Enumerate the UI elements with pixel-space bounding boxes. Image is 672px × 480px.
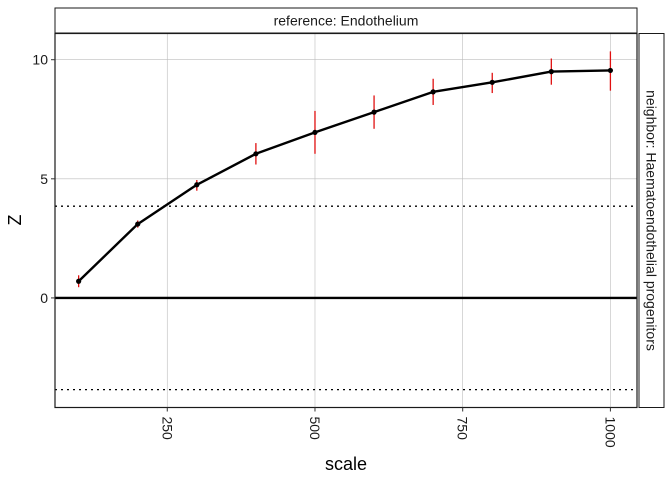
data-point xyxy=(607,67,614,74)
x-tick-label: 1000 xyxy=(602,417,618,448)
data-point xyxy=(371,109,377,115)
facet-strip-top-label: reference: Endothelium xyxy=(274,13,419,29)
data-point xyxy=(430,89,436,95)
y-axis-title: Z xyxy=(5,215,25,226)
data-point xyxy=(135,221,141,227)
y-tick-label: 10 xyxy=(32,52,48,68)
series xyxy=(76,51,614,288)
x-tick-label: 750 xyxy=(455,417,471,441)
data-point xyxy=(312,129,318,135)
series-line xyxy=(77,69,611,283)
facet-strip-top: reference: Endothelium xyxy=(54,7,638,34)
reference-lines xyxy=(55,205,637,391)
facet-strip-right-box xyxy=(638,33,665,408)
x-tick-label: 250 xyxy=(159,417,175,441)
y-tick-label: 5 xyxy=(40,171,48,187)
data-point xyxy=(548,69,554,75)
axes: 0 5 10 250 500 750 1000 xyxy=(32,52,618,448)
data-point xyxy=(489,79,495,85)
y-tick-label: 0 xyxy=(40,290,48,306)
x-axis-title: scale xyxy=(325,454,367,474)
data-point xyxy=(194,182,200,188)
x-tick-label: 500 xyxy=(307,417,323,441)
facet-strip-top-box xyxy=(54,7,638,34)
data-point xyxy=(76,278,82,284)
facet-strip-right: neighbor: Haematoendothelial progenitors xyxy=(638,33,665,408)
facet-strip-right-label: neighbor: Haematoendothelial progenitors xyxy=(644,90,660,351)
data-point xyxy=(253,151,259,157)
